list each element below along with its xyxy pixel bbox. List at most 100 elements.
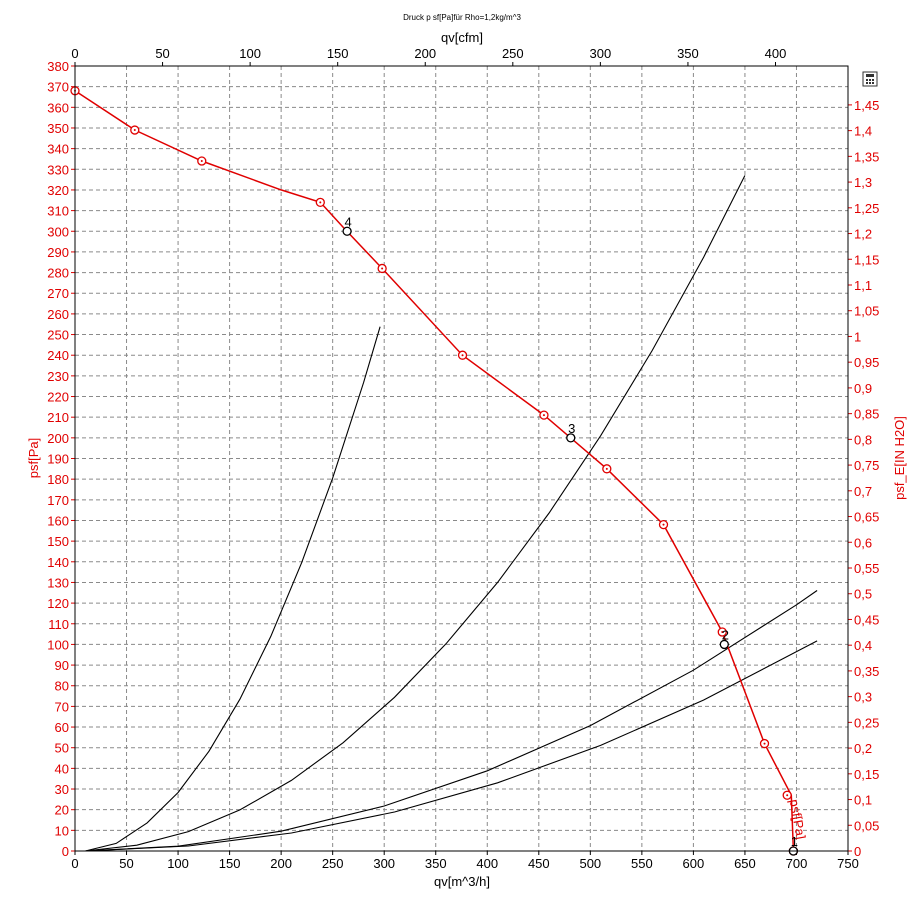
x-top-tick-label: 200: [414, 46, 436, 61]
y-tick-label: 230: [47, 369, 69, 384]
y-tick-label: 240: [47, 348, 69, 363]
x-tick-label: 350: [425, 856, 447, 871]
system-curve-3: [85, 175, 746, 852]
x-top-tick-label: 400: [765, 46, 787, 61]
x-top-tick-label: 50: [155, 46, 169, 61]
y-right-tick-label: 0,6: [854, 535, 872, 550]
y-right-tick-label: 0,85: [854, 407, 879, 422]
y-tick-label: 220: [47, 390, 69, 405]
operating-point-3: [566, 433, 576, 443]
y-tick-label: 70: [55, 699, 69, 714]
fan-curve-marker-dot: [542, 414, 545, 417]
y-right-tick-label: 0,75: [854, 458, 879, 473]
y-tick-label: 90: [55, 658, 69, 673]
x-top-tick-label: 150: [327, 46, 349, 61]
y-tick-label: 350: [47, 121, 69, 136]
fan-curve-marker-dot: [721, 631, 724, 634]
y-right-tick-label: 0,65: [854, 510, 879, 525]
y-right-tick-label: 0,25: [854, 715, 879, 730]
y-right-tick-label: 1,4: [854, 124, 872, 139]
y-right-tick-label: 0,5: [854, 587, 872, 602]
operating-point-label-2: 2: [722, 627, 729, 642]
y-tick-label: 100: [47, 637, 69, 652]
y-right-tick-label: 0,2: [854, 741, 872, 756]
y-tick-label: 160: [47, 513, 69, 528]
x-tick-label: 750: [837, 856, 859, 871]
y-right-tick-label: 1,15: [854, 252, 879, 267]
system-curve-4: [85, 326, 381, 852]
y-tick-label: 300: [47, 224, 69, 239]
y-right-tick-label: 0,05: [854, 818, 879, 833]
y-tick-label: 310: [47, 204, 69, 219]
fan-curve-marker-dot: [662, 523, 665, 526]
y-tick-label: 340: [47, 142, 69, 157]
axis-ticks: 0 50 100 150 200 250 300 350 400 450 500 550 600 650 7…: [47, 46, 879, 871]
y-tick-label: 200: [47, 431, 69, 446]
fan-curve-marker-dot: [461, 354, 464, 357]
x-tick-label: 50: [119, 856, 133, 871]
fan-curve-marker-dot: [200, 160, 203, 163]
operating-point-4: [342, 226, 352, 236]
x-tick-label: 200: [270, 856, 292, 871]
y-tick-label: 20: [55, 803, 69, 818]
y-right-tick-label: 0: [854, 844, 861, 859]
fan-curve-marker-dot: [763, 742, 766, 745]
y-right-tick-label: 0,1: [854, 793, 872, 808]
y-right-tick-label: 0,4: [854, 638, 872, 653]
y-right-tick-label: 0,95: [854, 355, 879, 370]
y-tick-label: 80: [55, 679, 69, 694]
system-curve-2: [85, 590, 818, 852]
x-tick-label: 650: [734, 856, 756, 871]
x-top-tick-label: 100: [239, 46, 261, 61]
fan-curve-group: psf[Pa]: [70, 86, 809, 856]
y-right-tick-label: 0,35: [854, 664, 879, 679]
x-tick-label: 250: [322, 856, 344, 871]
x-tick-label: 700: [786, 856, 808, 871]
x-top-tick-label: 0: [71, 46, 78, 61]
fan-curve-marker-dot: [786, 794, 789, 797]
operating-point-2: [719, 639, 729, 650]
bottom-axis-label: qv[m^3/h]: [434, 874, 490, 889]
y-tick-label: 250: [47, 328, 69, 343]
x-tick-label: 450: [528, 856, 550, 871]
right-axis-label: psf_E[IN H2O]: [892, 416, 907, 500]
x-top-tick-label: 350: [677, 46, 699, 61]
y-right-tick-label: 1,45: [854, 98, 879, 113]
y-right-tick-label: 0,45: [854, 612, 879, 627]
fan-curve: [74, 90, 795, 852]
x-tick-label: 300: [373, 856, 395, 871]
system-curve-1: [85, 640, 818, 852]
y-tick-label: 330: [47, 162, 69, 177]
y-right-tick-label: 0,7: [854, 484, 872, 499]
y-right-tick-label: 1,1: [854, 278, 872, 293]
operating-point-label-1: 1: [791, 834, 798, 849]
y-tick-label: 0: [62, 844, 69, 859]
y-right-tick-label: 0,9: [854, 381, 872, 396]
fan-curve-marker-dot: [381, 267, 384, 270]
y-tick-label: 60: [55, 720, 69, 735]
y-tick-label: 260: [47, 307, 69, 322]
y-tick-label: 360: [47, 100, 69, 115]
fan-curve-series-label: psf[Pa]: [787, 798, 809, 840]
x-top-tick-label: 250: [502, 46, 524, 61]
system-curves: [85, 175, 818, 852]
y-tick-label: 140: [47, 555, 69, 570]
y-tick-label: 110: [48, 617, 69, 632]
y-right-tick-label: 1,2: [854, 227, 872, 242]
y-right-tick-label: 1,35: [854, 149, 879, 164]
operating-points: 1 2 3 4: [342, 214, 799, 856]
y-tick-label: 270: [47, 286, 69, 301]
calculator-icon[interactable]: [862, 71, 878, 87]
y-right-tick-label: 1,25: [854, 201, 879, 216]
y-tick-label: 170: [47, 493, 69, 508]
operating-point-label-3: 3: [568, 421, 575, 436]
y-tick-label: 180: [47, 472, 69, 487]
y-tick-label: 380: [47, 59, 69, 74]
chart-title: Druck p sf[Pa]für Rho=1,2kg/m^3: [403, 13, 521, 22]
y-right-tick-label: 0,8: [854, 432, 872, 447]
x-tick-label: 150: [219, 856, 241, 871]
x-tick-label: 600: [683, 856, 705, 871]
y-tick-label: 10: [55, 823, 69, 838]
fan-curve-marker-dot: [319, 201, 322, 204]
